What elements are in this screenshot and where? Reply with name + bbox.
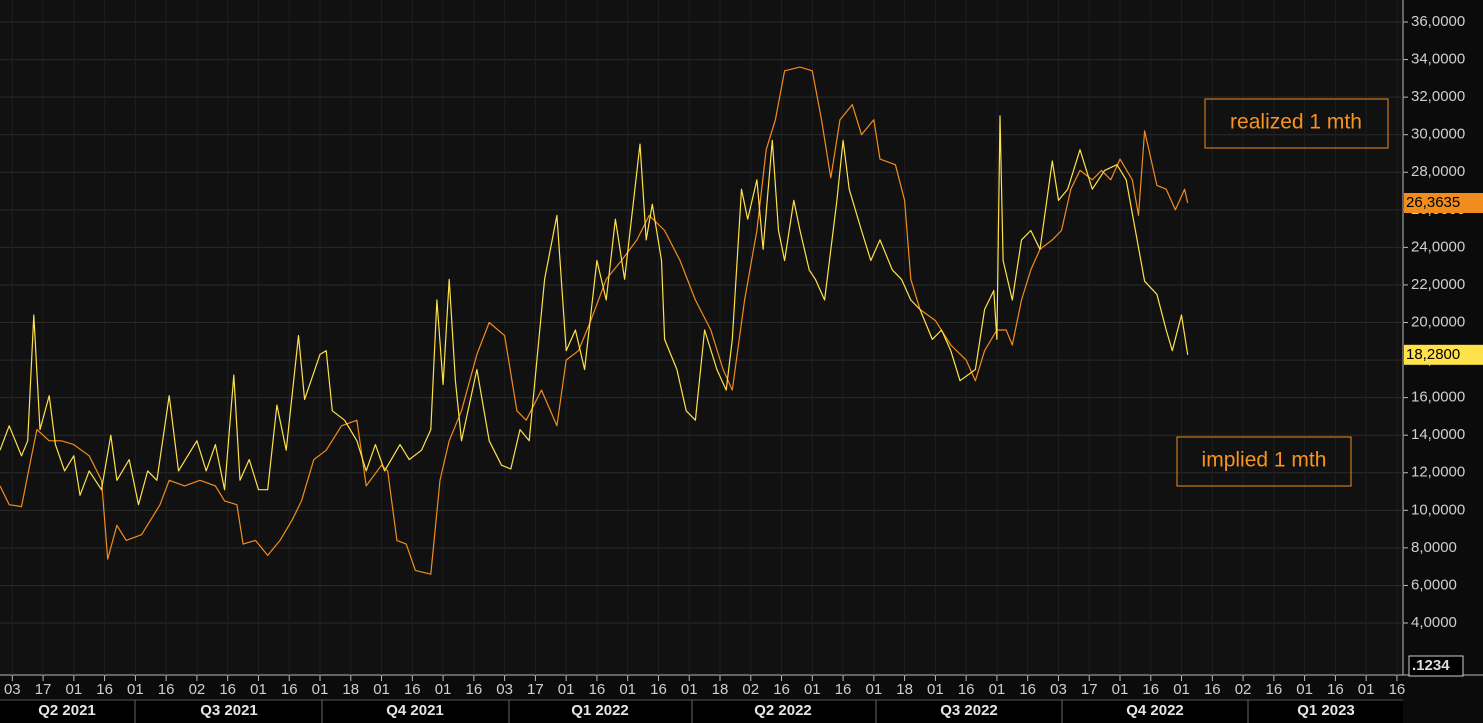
x-tick-label: 03: [1050, 681, 1067, 698]
last-value-box: [1404, 344, 1483, 365]
x-tick-label: 16: [1327, 681, 1344, 698]
corner-box: [1408, 655, 1464, 677]
x-tick-label: 16: [1389, 681, 1406, 698]
annotation-box: [1204, 98, 1389, 149]
quarter-label: Q2 2022: [754, 702, 812, 719]
series-line: [0, 115, 1189, 506]
x-tick-label: 18: [712, 681, 729, 698]
annotation: realized 1 mth: [1230, 111, 1362, 134]
x-tick-label: 16: [1266, 681, 1283, 698]
quarter-label: Q2 2021: [38, 702, 96, 719]
x-tick-label: 17: [527, 681, 544, 698]
x-tick-label: 01: [804, 681, 821, 698]
x-tick-label: 16: [281, 681, 298, 698]
x-tick-label: 16: [1142, 681, 1159, 698]
x-tick-label: 01: [435, 681, 452, 698]
lines: [0, 66, 1189, 575]
grid: [0, 0, 1408, 723]
x-tick-label: 01: [927, 681, 944, 698]
x-tick-label: 01: [127, 681, 144, 698]
annotation: implied 1 mth: [1202, 449, 1327, 472]
quarter-label: Q4 2022: [1126, 702, 1184, 719]
x-tick-label: 02: [189, 681, 206, 698]
corner-label: .1234: [1412, 657, 1450, 674]
x-tick-label: 18: [342, 681, 359, 698]
y-tick-label: 36,0000: [1411, 13, 1465, 30]
x-tick-label: 02: [742, 681, 759, 698]
labels: 4,0000 6,0000 8,0000 10,0000 12,0000 14,0000 1…: [4, 13, 1483, 719]
plot-area: [0, 0, 1403, 675]
y-tick-label: 16,0000: [1411, 389, 1465, 406]
last-value-box: [1404, 192, 1483, 213]
x-tick-label: 01: [989, 681, 1006, 698]
x-tick-label: 16: [589, 681, 606, 698]
y-tick-label: 28,0000: [1411, 163, 1465, 180]
quarter-label: Q3 2022: [940, 702, 998, 719]
x-tick-label: 17: [1081, 681, 1098, 698]
y-tick-label: 22,0000: [1411, 276, 1465, 293]
x-tick-label: 16: [835, 681, 852, 698]
x-tick-label: 01: [619, 681, 636, 698]
x-tick-label: 02: [1235, 681, 1252, 698]
x-tick-label: 16: [219, 681, 236, 698]
x-tick-label: 01: [558, 681, 575, 698]
x-tick-label: 16: [773, 681, 790, 698]
y-tick-label: 10,0000: [1411, 501, 1465, 518]
x-tick-label: 01: [866, 681, 883, 698]
quarter-band: [0, 700, 1403, 723]
y-tick-label: 30,0000: [1411, 126, 1465, 143]
last-value-label: 26,3635: [1406, 194, 1460, 211]
quarter-label: Q1 2023: [1297, 702, 1355, 719]
x-tick-label: 01: [373, 681, 390, 698]
x-tick-label: 16: [650, 681, 667, 698]
y-tick-label: 14,0000: [1411, 426, 1465, 443]
y-tick-label: 20,0000: [1411, 313, 1465, 330]
quarter-label: Q1 2022: [571, 702, 629, 719]
y-tick-label: 8,0000: [1411, 539, 1457, 556]
x-tick-label: 16: [404, 681, 421, 698]
x-tick-label: 17: [35, 681, 52, 698]
x-tick-label: 01: [66, 681, 83, 698]
y-tick-label: 24,0000: [1411, 238, 1465, 255]
last-value-label: 18,2800: [1406, 346, 1460, 363]
x-tick-label: 01: [312, 681, 329, 698]
annotation-box: [1176, 436, 1352, 487]
y-tick-label: 4,0000: [1411, 614, 1457, 631]
x-tick-label: 01: [250, 681, 267, 698]
x-tick-label: 01: [1112, 681, 1129, 698]
x-tick-label: 01: [1358, 681, 1375, 698]
x-tick-label: 16: [466, 681, 483, 698]
x-tick-label: 03: [4, 681, 21, 698]
y-tick-label: 32,0000: [1411, 88, 1465, 105]
x-tick-label: 16: [958, 681, 975, 698]
y-tick-label: 6,0000: [1411, 576, 1457, 593]
x-tick-label: 01: [1296, 681, 1313, 698]
x-tick-label: 16: [1019, 681, 1036, 698]
y-tick-label: 12,0000: [1411, 464, 1465, 481]
quarter-label: Q4 2021: [386, 702, 444, 719]
x-tick-label: 16: [158, 681, 175, 698]
x-tick-label: 16: [96, 681, 113, 698]
quarter-label: Q3 2021: [200, 702, 258, 719]
x-tick-label: 03: [496, 681, 513, 698]
x-tick-label: 01: [681, 681, 698, 698]
x-tick-label: 18: [896, 681, 913, 698]
x-tick-label: 01: [1173, 681, 1190, 698]
y-tick-label: 34,0000: [1411, 51, 1465, 68]
x-tick-label: 16: [1204, 681, 1221, 698]
